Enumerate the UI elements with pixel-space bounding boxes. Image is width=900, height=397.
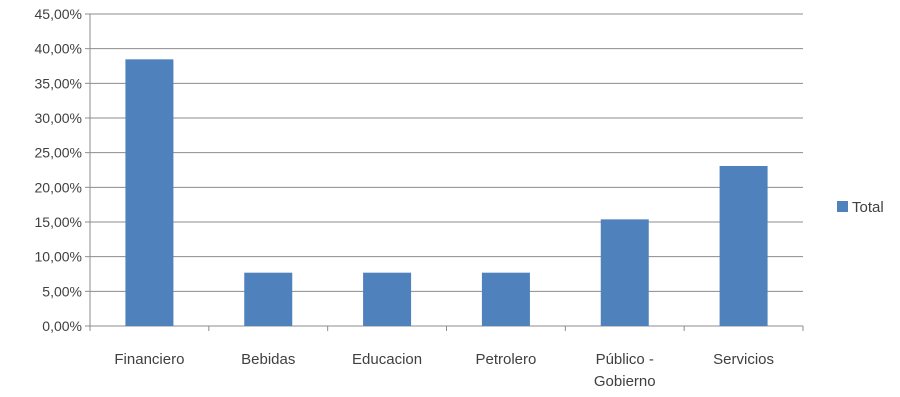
y-tick-label: 30,00% — [35, 110, 82, 126]
y-tick-label: 0,00% — [42, 318, 82, 334]
gridlines — [90, 13, 803, 292]
category-label: Gobierno — [594, 373, 656, 390]
legend-swatch — [837, 201, 848, 212]
category-labels: Financiero Bebidas Educacion Petrolero Públi… — [114, 351, 774, 390]
bar-educacion — [363, 272, 412, 326]
y-tick-label: 25,00% — [35, 145, 82, 161]
bar-financiero — [125, 59, 174, 327]
y-tick-label: 40,00% — [35, 41, 82, 57]
y-tick-label: 10,00% — [35, 249, 82, 265]
category-label: Educacion — [352, 351, 422, 368]
category-label: Servicios — [713, 351, 774, 368]
category-label: Financiero — [114, 351, 184, 368]
bars — [125, 59, 768, 327]
category-label: Bebidas — [241, 351, 295, 368]
legend: Total — [837, 199, 884, 216]
axes — [85, 13, 804, 331]
bar-bebidas — [244, 272, 293, 326]
bar-petrolero — [481, 272, 530, 326]
bar-servicios — [719, 165, 768, 326]
category-label: Petrolero — [475, 351, 536, 368]
y-tick-labels: 0,00% 5,00% 10,00% 15,00% 20,00% 25,00% 30,00%… — [35, 6, 82, 334]
legend-label: Total — [852, 199, 884, 216]
y-tick-label: 5,00% — [42, 283, 82, 299]
y-tick-label: 35,00% — [35, 75, 82, 91]
bar-p-blico-gobierno — [600, 219, 649, 326]
category-label: Público - — [596, 351, 654, 368]
y-tick-label: 45,00% — [35, 6, 82, 22]
y-tick-label: 20,00% — [35, 179, 82, 195]
y-tick-label: 15,00% — [35, 214, 82, 230]
